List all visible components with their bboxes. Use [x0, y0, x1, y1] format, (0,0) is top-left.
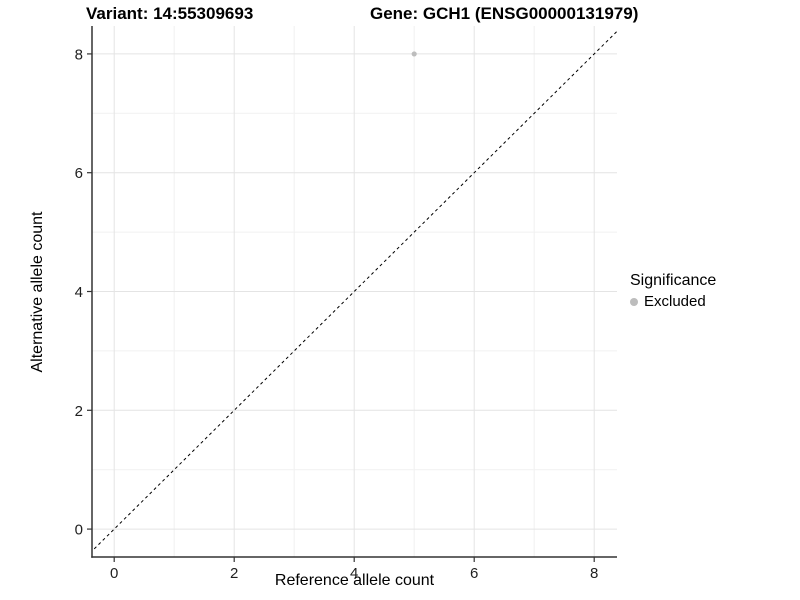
- y-tick-label: 2: [75, 403, 83, 420]
- circle-icon: [630, 297, 638, 306]
- legend: Significance Excluded: [630, 272, 716, 310]
- legend-item-excluded: Excluded: [630, 293, 716, 310]
- tick-labels: 0 2 4 6 8 0 2 4 6 8: [75, 46, 599, 582]
- y-tick-label: 0: [75, 522, 83, 539]
- x-tick-label: 0: [110, 565, 118, 582]
- data-point: [411, 51, 417, 57]
- legend-item-label: Excluded: [644, 293, 706, 310]
- tick-marks: [87, 53, 595, 562]
- x-axis-title: Reference allele count: [274, 572, 435, 589]
- y-axis-title: Alternative allele count: [29, 211, 46, 373]
- plot-title-variant: Variant: 14:55309693: [86, 4, 254, 23]
- series-excluded: [411, 51, 417, 57]
- y-tick-label: 8: [75, 46, 83, 63]
- x-tick-label: 2: [230, 565, 238, 582]
- x-tick-label: 6: [470, 565, 478, 582]
- plot-title-gene: Gene: GCH1 (ENSG00000131979): [370, 4, 639, 23]
- x-tick-label: 8: [590, 565, 598, 582]
- x-tick-label: 4: [350, 565, 358, 582]
- identity-reference-line: [92, 30, 617, 552]
- y-tick-label: 4: [75, 284, 83, 301]
- legend-title: Significance: [630, 272, 717, 289]
- y-tick-label: 6: [75, 165, 83, 182]
